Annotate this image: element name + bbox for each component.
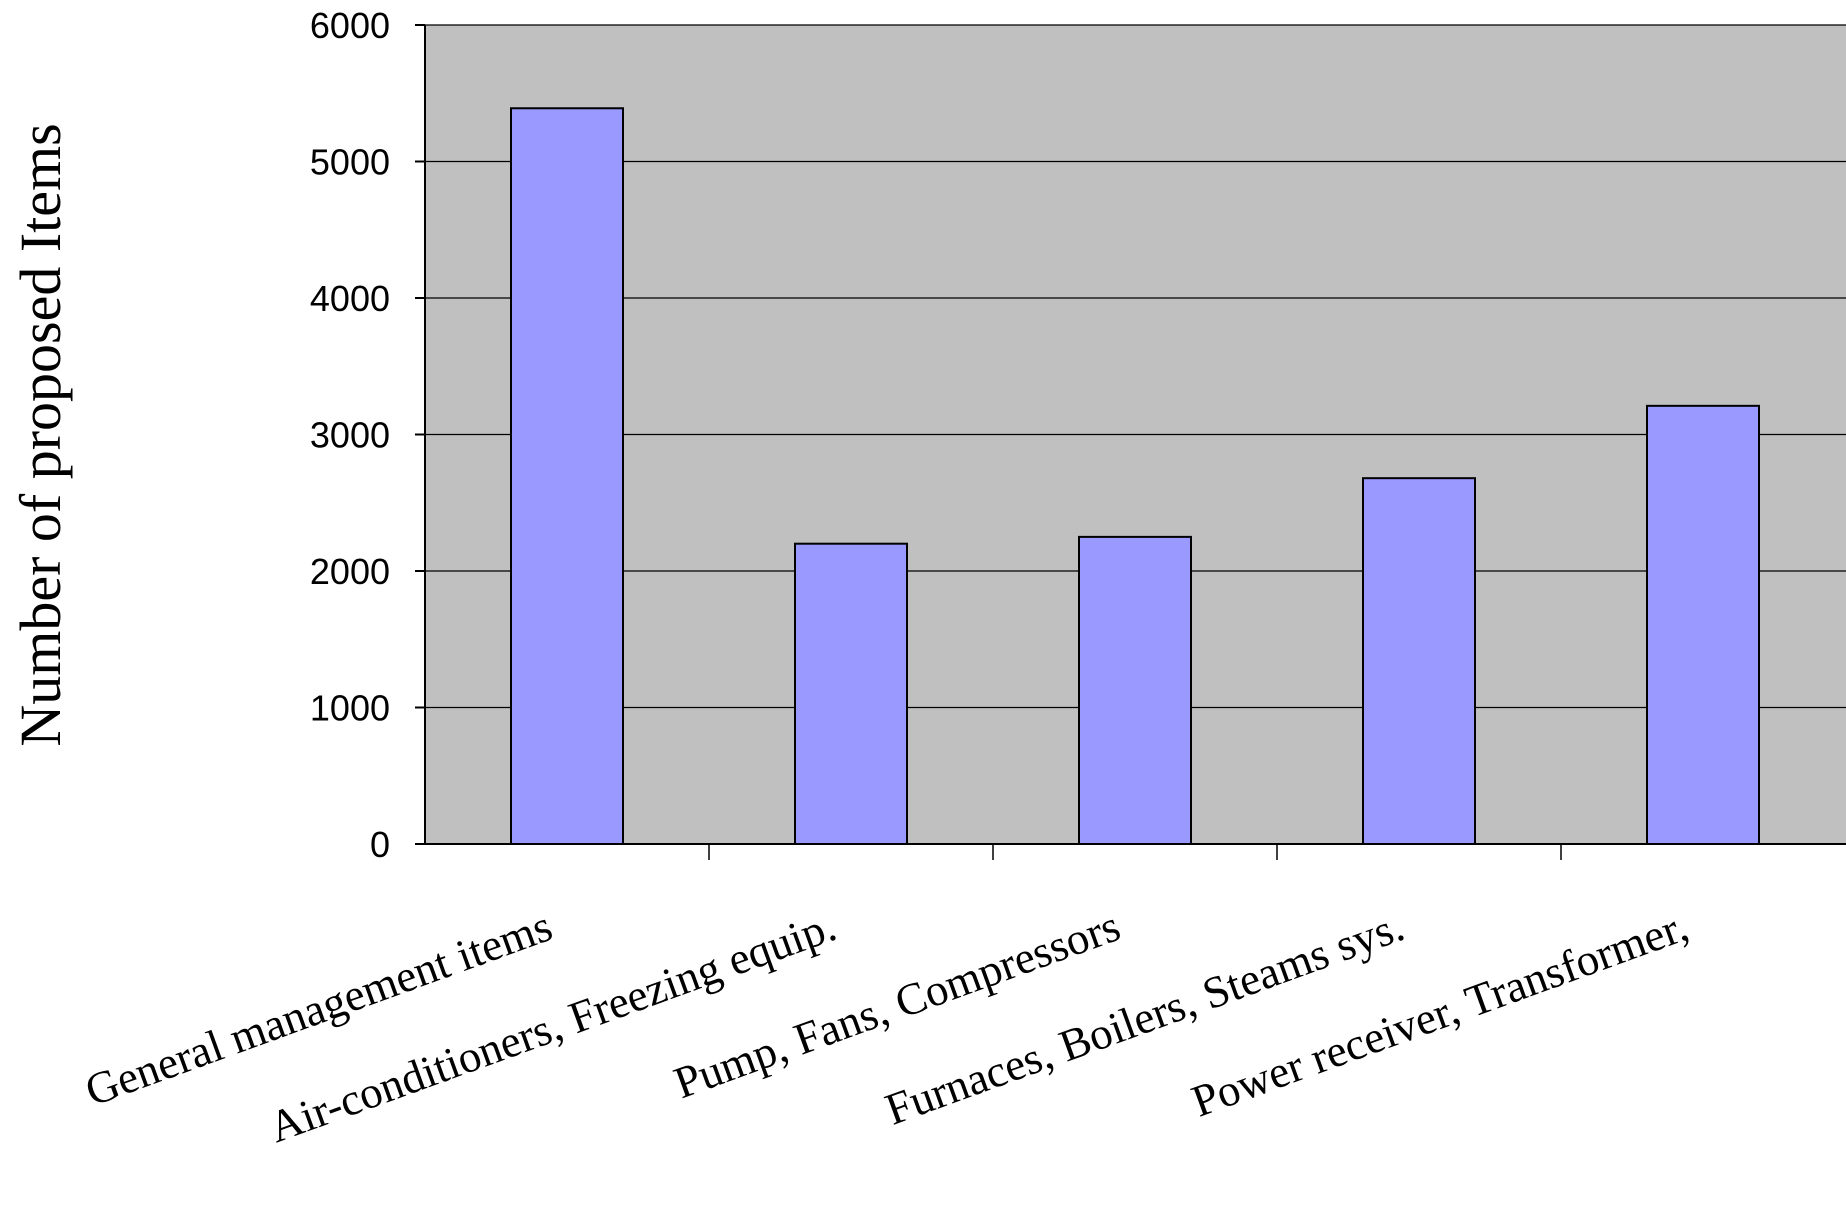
y-tick-label: 2000 <box>310 551 390 592</box>
y-tick-label: 4000 <box>310 278 390 319</box>
bar <box>1646 404 1760 845</box>
y-axis-ticks: 0 1000 2000 3000 4000 5000 6000 <box>310 5 425 865</box>
y-tick-label: 5000 <box>310 142 390 183</box>
y-tick-label: 0 <box>370 824 390 865</box>
y-tick-label: 1000 <box>310 688 390 729</box>
x-category-label: Pump, Fans, Compressors <box>668 900 1127 1108</box>
bar <box>1078 535 1192 845</box>
x-category-label: Furnaces, Boilers, Steams sys. <box>879 900 1411 1134</box>
bar <box>1362 477 1476 845</box>
x-category-label: Power receiver, Transformer, <box>1185 900 1694 1126</box>
bars <box>510 107 1760 845</box>
x-category-label: General management items <box>79 900 559 1115</box>
bar <box>510 107 624 845</box>
y-axis-title: Number of proposed Items <box>8 123 73 746</box>
y-tick-label: 3000 <box>310 415 390 456</box>
x-axis-ticks <box>708 844 1562 860</box>
bar <box>794 542 908 845</box>
y-tick-label: 6000 <box>310 5 390 46</box>
category-labels: General management itemsAir-conditioners… <box>79 900 1695 1152</box>
